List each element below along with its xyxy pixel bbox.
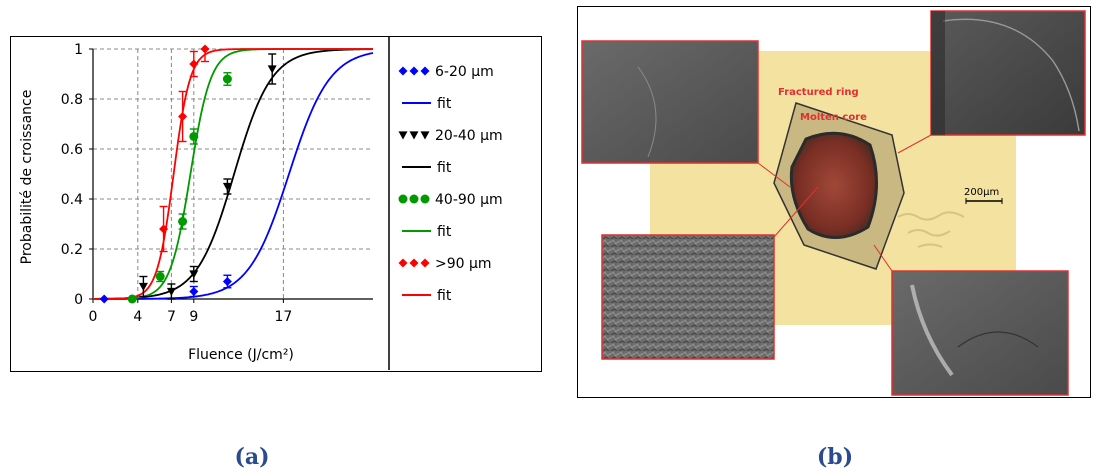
legend-fit-label: fit	[437, 288, 452, 304]
legend-marker	[420, 194, 430, 204]
y-tick-label: 0.8	[61, 92, 83, 108]
sem-inset-top-right	[930, 10, 1086, 136]
data-point-series-3	[189, 59, 199, 69]
fit-curve-series-3	[93, 48, 373, 300]
x-tick-label: 17	[274, 309, 292, 325]
legend-marker	[409, 194, 419, 204]
y-tick-label: 1	[74, 42, 83, 58]
callout-arrows	[757, 134, 932, 272]
data-point-series-2	[189, 132, 199, 141]
data-point-series-1	[166, 287, 176, 296]
sem-inset-top-left	[581, 40, 759, 164]
legend-fit-label: fit	[437, 96, 452, 112]
legend-marker	[409, 131, 419, 140]
x-axis-label: Fluence (J/cm²)	[188, 347, 294, 363]
fit-curves	[92, 48, 374, 300]
legend-series-label: 20-40 µm	[435, 128, 503, 144]
micrograph-image: Fractured ring Molten core 200µm	[581, 10, 1086, 396]
molten-core-label: Molten core	[800, 112, 867, 123]
x-tick-label: 7	[167, 309, 176, 325]
x-tick-label: 0	[89, 309, 98, 325]
molten-core	[789, 131, 878, 239]
scale-bar-label: 200µm	[964, 187, 999, 198]
data-point-series-3	[178, 112, 188, 121]
y-tick-label: 0.4	[61, 192, 83, 208]
legend-marker	[409, 258, 419, 268]
data-point-series-2	[127, 294, 137, 304]
sem-inset-bottom-right	[891, 270, 1069, 396]
legend-marker	[398, 66, 408, 76]
y-tick-label: 0.2	[61, 242, 83, 258]
caption-a: (a)	[234, 444, 270, 470]
data-point-series-3	[200, 44, 210, 54]
axes: 0 4 7 9 17 0 0.2 0.4 0.6 0.8 1	[61, 42, 373, 325]
chart-panel: 0 4 7 9 17 0 0.2 0.4 0.6 0.8 1 Fluence (J/cm²) Pro…	[10, 36, 542, 372]
legend-marker	[420, 131, 430, 140]
fractured-ring-label: Fractured ring	[778, 87, 859, 98]
data-point-series-1	[222, 182, 232, 191]
data-points	[99, 44, 277, 304]
legend-series-label: 6-20 µm	[435, 64, 494, 80]
legend-series-label: >90 µm	[435, 256, 492, 272]
data-point-series-2	[222, 74, 232, 84]
micrograph-panel: Fractured ring Molten core 200µm	[577, 6, 1091, 398]
data-point-series-1	[138, 282, 148, 291]
legend-marker	[398, 131, 408, 140]
legend-marker	[420, 258, 430, 268]
y-axis-label: Probabilité de croissance	[19, 90, 35, 265]
sem-inset-bottom-left	[601, 234, 775, 360]
legend-marker	[409, 66, 419, 76]
fit-curve-series-1	[92, 48, 374, 300]
legend-series-label: 40-90 µm	[435, 192, 503, 208]
y-tick-label: 0.6	[61, 142, 83, 158]
legend-marker	[398, 258, 408, 268]
grid	[93, 48, 373, 299]
data-point-series-1	[189, 270, 199, 279]
data-point-series-0	[222, 277, 232, 286]
data-point-series-1	[267, 65, 277, 74]
legend-marker	[398, 194, 408, 204]
y-tick-label: 0	[74, 292, 83, 308]
fit-curve-series-2	[93, 48, 373, 300]
chart-svg: 0 4 7 9 17 0 0.2 0.4 0.6 0.8 1 Fluence (J/cm²) Pro…	[19, 37, 503, 370]
x-tick-label: 9	[189, 309, 198, 325]
legend-marker	[420, 66, 430, 76]
fit-curve-series-0	[93, 52, 374, 300]
data-point-series-0	[99, 294, 109, 304]
legend-fit-label: fit	[437, 160, 452, 176]
data-point-series-0	[189, 287, 199, 296]
x-tick-label: 4	[133, 309, 142, 325]
legend-fit-label: fit	[437, 224, 452, 240]
data-point-series-3	[159, 224, 169, 234]
legend: 6-20 µm fit 20-40 µm fit 40-90 µm fit >90 µm fi…	[398, 64, 503, 304]
data-point-series-2	[155, 272, 165, 281]
data-point-series-2	[178, 217, 188, 226]
caption-b: (b)	[816, 444, 854, 470]
